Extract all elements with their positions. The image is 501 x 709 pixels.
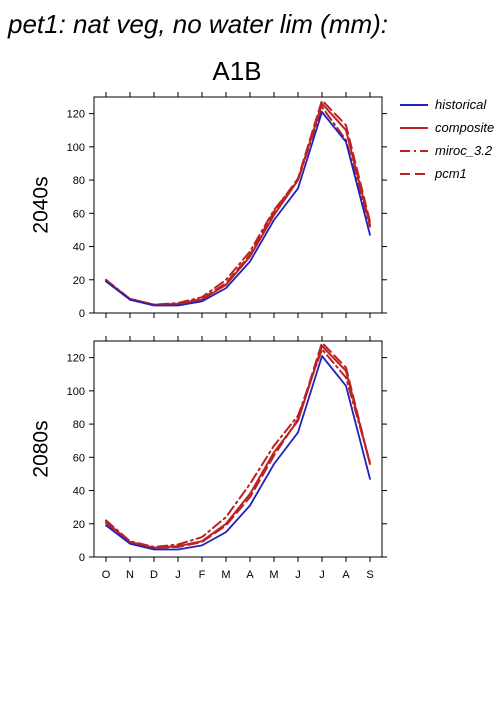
x-tick-label: J	[175, 569, 181, 581]
y-tick-label: 120	[67, 353, 85, 365]
legend-label: composite	[435, 120, 494, 135]
series-line-miroc_3.2	[105, 348, 371, 548]
x-tick-label: S	[366, 569, 373, 581]
x-tick-label: A	[342, 569, 350, 581]
y-tick-label: 80	[73, 175, 85, 187]
y-tick-label: 40	[73, 486, 85, 498]
scenario-title: A1B	[212, 56, 261, 86]
row-label-2040s: 2040s	[30, 176, 53, 233]
x-tick-label: O	[102, 569, 111, 581]
chart-panels: 0 20 40 60 80 100 120 2040s 0 20 40 60 80 100 120 O N D J F…	[30, 92, 387, 581]
legend-item-composite: composite	[400, 120, 494, 135]
x-tick-label: F	[199, 569, 206, 581]
x-tick-label: N	[126, 569, 134, 581]
plot-frame	[93, 340, 383, 558]
series-line-historical	[105, 355, 371, 551]
panel-2080s: 0 20 40 60 80 100 120 O N D J F M A M J J A S 2080s	[30, 336, 387, 581]
y-tick-label: 60	[73, 452, 85, 464]
legend-label: miroc_3.2	[435, 143, 493, 158]
row-label-2080s: 2080s	[30, 420, 53, 477]
plot-frame	[93, 96, 383, 314]
legend-item-historical: historical	[400, 97, 487, 112]
y-tick-label: 0	[79, 308, 85, 320]
series-line-historical	[105, 111, 371, 307]
y-tick-label: 0	[79, 552, 85, 564]
x-tick-label: D	[150, 569, 158, 581]
legend-label: pcm1	[434, 166, 467, 181]
series-line-miroc_3.2	[105, 106, 371, 306]
x-tick-label: J	[319, 569, 325, 581]
page-title: pet1: nat veg, no water lim (mm):	[7, 9, 388, 39]
y-tick-label: 120	[67, 109, 85, 121]
y-tick-label: 20	[73, 519, 85, 531]
legend: historical composite miroc_3.2 pcm1	[400, 97, 494, 181]
y-tick-label: 80	[73, 419, 85, 431]
series-line-pcm1	[105, 341, 371, 549]
y-tick-label: 60	[73, 208, 85, 220]
panel-2040s: 0 20 40 60 80 100 120 2040s	[30, 92, 387, 320]
legend-label: historical	[435, 97, 487, 112]
legend-item-miroc_3.2: miroc_3.2	[400, 143, 493, 158]
x-tick-label: M	[221, 569, 230, 581]
y-tick-label: 20	[73, 275, 85, 287]
y-tick-label: 100	[67, 142, 85, 154]
x-tick-label: M	[269, 569, 278, 581]
x-tick-label: J	[295, 569, 301, 581]
y-tick-label: 40	[73, 242, 85, 254]
legend-item-pcm1: pcm1	[400, 166, 467, 181]
x-tick-label: A	[246, 569, 254, 581]
y-tick-label: 100	[67, 386, 85, 398]
